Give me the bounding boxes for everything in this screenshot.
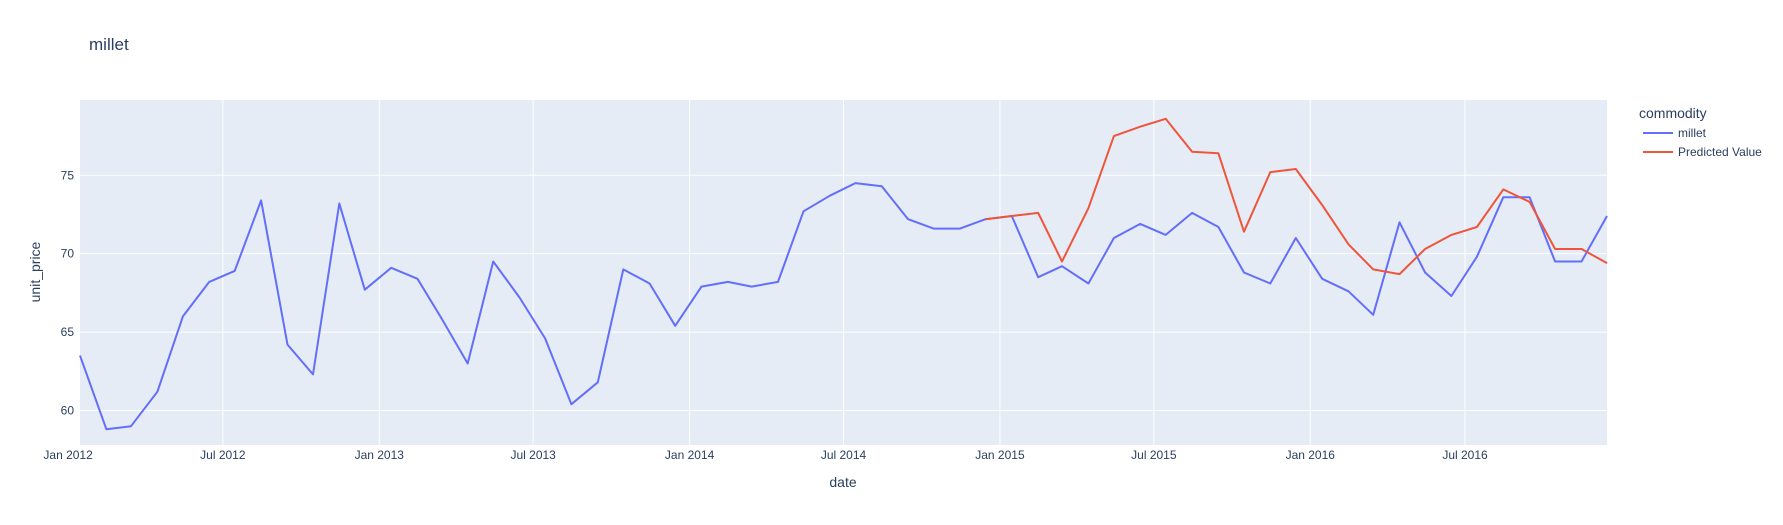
legend-title: commodity bbox=[1639, 105, 1707, 121]
chart-title: millet bbox=[89, 35, 129, 54]
y-tick-label: 60 bbox=[61, 404, 75, 418]
x-tick-label: Jan 2014 bbox=[665, 448, 715, 462]
gridlines bbox=[80, 100, 1607, 445]
y-tick-label: 75 bbox=[61, 168, 75, 182]
x-tick-label: Jul 2016 bbox=[1442, 448, 1488, 462]
x-tick-label: Jul 2015 bbox=[1131, 448, 1177, 462]
x-tick-label: Jan 2012 bbox=[43, 448, 93, 462]
series-line-predicted-value bbox=[985, 117, 1608, 276]
series-line-millet bbox=[79, 182, 1608, 431]
y-tick-label: 65 bbox=[61, 325, 75, 339]
legend-label-predicted-value[interactable]: Predicted Value bbox=[1678, 145, 1762, 159]
x-axis-ticks: Jan 2012 Jul 2012 Jan 2013 Jul 2013 Jan 2014… bbox=[43, 448, 1488, 462]
x-tick-label: Jan 2016 bbox=[1286, 448, 1336, 462]
x-axis-title: date bbox=[829, 474, 856, 490]
x-tick-label: Jul 2013 bbox=[510, 448, 556, 462]
x-tick-label: Jan 2013 bbox=[355, 448, 405, 462]
legend: commodity millet Predicted Value bbox=[1639, 105, 1762, 159]
y-axis-title: unit_price bbox=[27, 241, 43, 302]
legend-label-millet[interactable]: millet bbox=[1678, 126, 1707, 140]
series-lines bbox=[79, 117, 1608, 431]
x-tick-label: Jan 2015 bbox=[975, 448, 1025, 462]
x-tick-label: Jul 2012 bbox=[200, 448, 246, 462]
y-tick-label: 70 bbox=[61, 247, 75, 261]
x-tick-label: Jul 2014 bbox=[821, 448, 867, 462]
y-axis-ticks: 60 65 70 75 bbox=[61, 168, 75, 417]
